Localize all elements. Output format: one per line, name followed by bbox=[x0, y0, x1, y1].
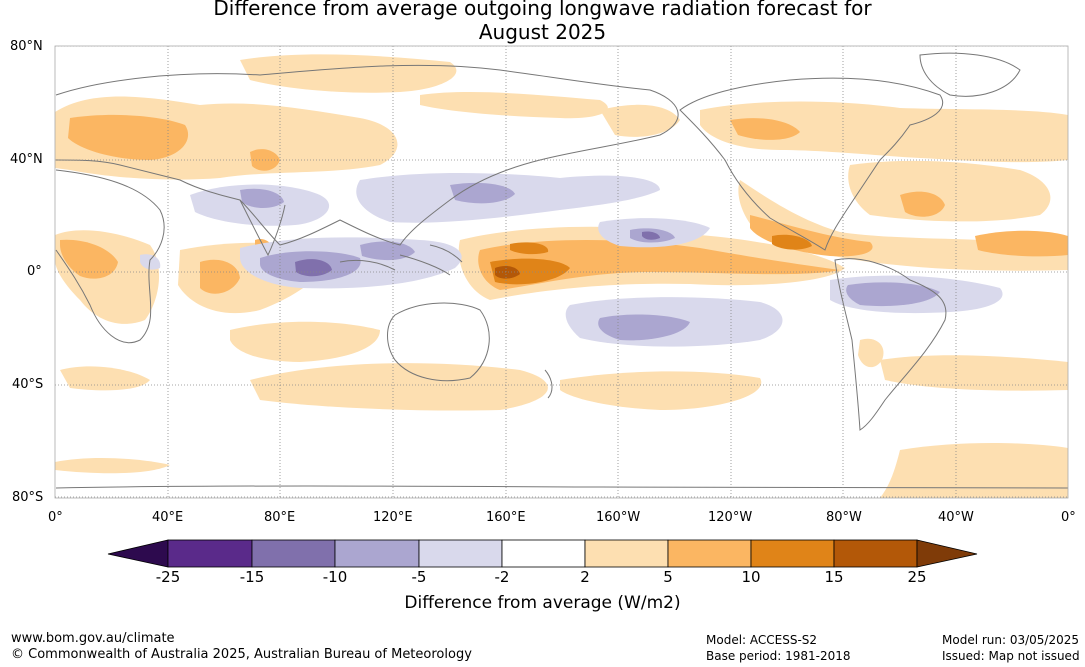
footer-copyright: © Commonwealth of Australia 2025, Austra… bbox=[11, 647, 472, 662]
lon-label-160w: 160°W bbox=[596, 510, 641, 525]
footer-base-period: Base period: 1981-2018 bbox=[706, 649, 851, 663]
colorbar-segment bbox=[501, 539, 586, 568]
colorbar-tick: -15 bbox=[239, 568, 265, 586]
lon-label-40w: 40°W bbox=[938, 510, 974, 525]
footer-website: www.bom.gov.au/climate bbox=[11, 631, 175, 646]
colorbar-tick: 10 bbox=[741, 568, 761, 586]
lon-label-160e: 160°E bbox=[486, 510, 526, 525]
colorbar-tick: 2 bbox=[580, 568, 590, 586]
footer-model-run: Model run: 03/05/2025 bbox=[942, 633, 1080, 647]
colorbar-tick: -25 bbox=[155, 568, 181, 586]
lon-label-80w: 80°W bbox=[826, 510, 862, 525]
colorbar-tick: 5 bbox=[663, 568, 673, 586]
lat-label-40n: 40°N bbox=[10, 152, 43, 167]
title-line-1: Difference from average outgoing longwav… bbox=[213, 0, 872, 20]
lat-label-40s: 40°S bbox=[12, 377, 44, 392]
colorbar-tick: -5 bbox=[411, 568, 427, 586]
footer-model-info: Model: ACCESS-S2 Base period: 1981-2018 bbox=[706, 632, 851, 664]
colorbar-segment bbox=[667, 539, 752, 568]
colorbar-segment bbox=[833, 539, 918, 568]
negative-anomaly-regions bbox=[140, 173, 1003, 347]
lon-label-120e: 120°E bbox=[373, 510, 413, 525]
colorbar-segment bbox=[334, 539, 420, 568]
colorbar-segment bbox=[750, 539, 835, 568]
lat-label-80s: 80°S bbox=[12, 490, 44, 505]
colorbar-tick: 25 bbox=[907, 568, 927, 586]
colorbar-extension-low bbox=[107, 539, 169, 568]
colorbar-segment bbox=[167, 539, 253, 568]
lon-label-40e: 40°E bbox=[152, 510, 184, 525]
footer-run-info: Model run: 03/05/2025 Issued: Map not is… bbox=[942, 632, 1080, 664]
lat-label-80n: 80°N bbox=[10, 39, 43, 54]
footer-left: www.bom.gov.au/climate © Commonwealth of… bbox=[11, 631, 472, 663]
map-title: Difference from average outgoing longwav… bbox=[0, 0, 1085, 44]
lon-label-80e: 80°E bbox=[264, 510, 296, 525]
lon-label-120w: 120°W bbox=[708, 510, 753, 525]
colorbar-tick: -10 bbox=[322, 568, 348, 586]
colorbar bbox=[107, 539, 978, 568]
colorbar-segment bbox=[251, 539, 336, 568]
colorbar-label: Difference from average (W/m2) bbox=[404, 593, 681, 613]
lon-label-0: 0° bbox=[48, 510, 63, 525]
lat-label-0: 0° bbox=[27, 264, 42, 279]
colorbar-tick: 15 bbox=[824, 568, 844, 586]
footer-issued: Issued: Map not issued bbox=[942, 649, 1080, 663]
colorbar-tick: -2 bbox=[494, 568, 510, 586]
map-frame bbox=[54, 45, 1069, 499]
lon-label-0-east: 0° bbox=[1061, 510, 1076, 525]
footer-model: Model: ACCESS-S2 bbox=[706, 633, 818, 647]
colorbar-segment bbox=[418, 539, 503, 568]
colorbar-segment bbox=[584, 539, 669, 568]
positive-anomaly-regions bbox=[55, 54, 1068, 498]
coastlines bbox=[55, 52, 1068, 489]
title-line-2: August 2025 bbox=[478, 20, 607, 44]
graticule bbox=[55, 46, 1068, 498]
colorbar-extension-high bbox=[916, 539, 978, 568]
